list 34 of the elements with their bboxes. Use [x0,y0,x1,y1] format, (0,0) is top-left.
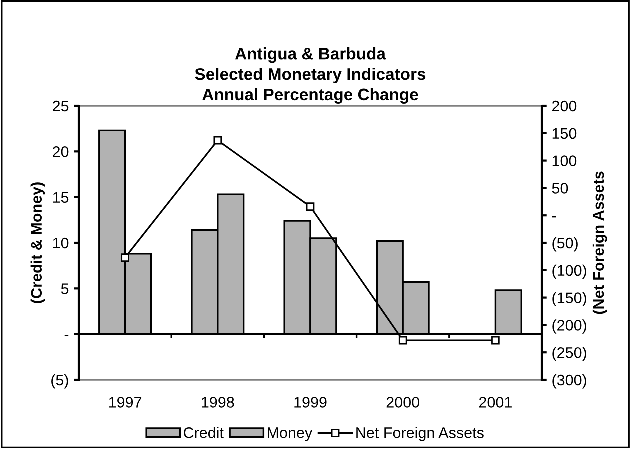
y2-tick-label: 50 [552,183,568,194]
y2-axis-title: (Net Foreign Assets [592,172,608,314]
y-axis-title: (Credit & Money) [30,182,46,304]
y-tick-label: 25 [53,100,69,112]
y-tick-label: 20 [53,146,69,158]
x-tick-label: 2001 [479,397,512,408]
x-tick-label: 1997 [109,397,142,408]
y-tick-label: 5 [61,284,69,294]
y-tick-label: 15 [53,192,69,204]
y2-tick-label: (150) [552,292,586,306]
x-tick-label: 1999 [294,397,327,408]
y2-tick-label: 200 [552,100,577,112]
y2-tick-label: (50) [552,237,578,252]
y2-tick-label: (100) [552,264,586,280]
y2-tick-label: 100 [552,156,577,166]
y-tick-label: 10 [53,238,69,249]
x-tick-label: 1998 [202,397,234,408]
legend-label: Credit [184,427,224,438]
y2-tick-label: - [552,216,556,218]
y-tick-label: (5) [52,374,68,389]
y-tick-label: - [64,335,69,336]
point [492,336,500,345]
legend-label: Net Foreign Assets [356,427,484,442]
y2-tick-label: 150 [552,128,577,140]
legend-label: Money [268,428,313,442]
y2-tick-label: (250) [552,347,586,362]
point [121,254,130,262]
point [214,136,222,145]
y2-tick-label: (300) [552,374,586,389]
x-tick-label: 2000 [386,397,420,408]
y2-tick-label: (200) [552,320,586,334]
chart-title: Antigua & Barbuda Selected Monetary Indicators Annual Percentage Change [195,48,426,104]
point [306,202,315,211]
point [398,336,408,345]
